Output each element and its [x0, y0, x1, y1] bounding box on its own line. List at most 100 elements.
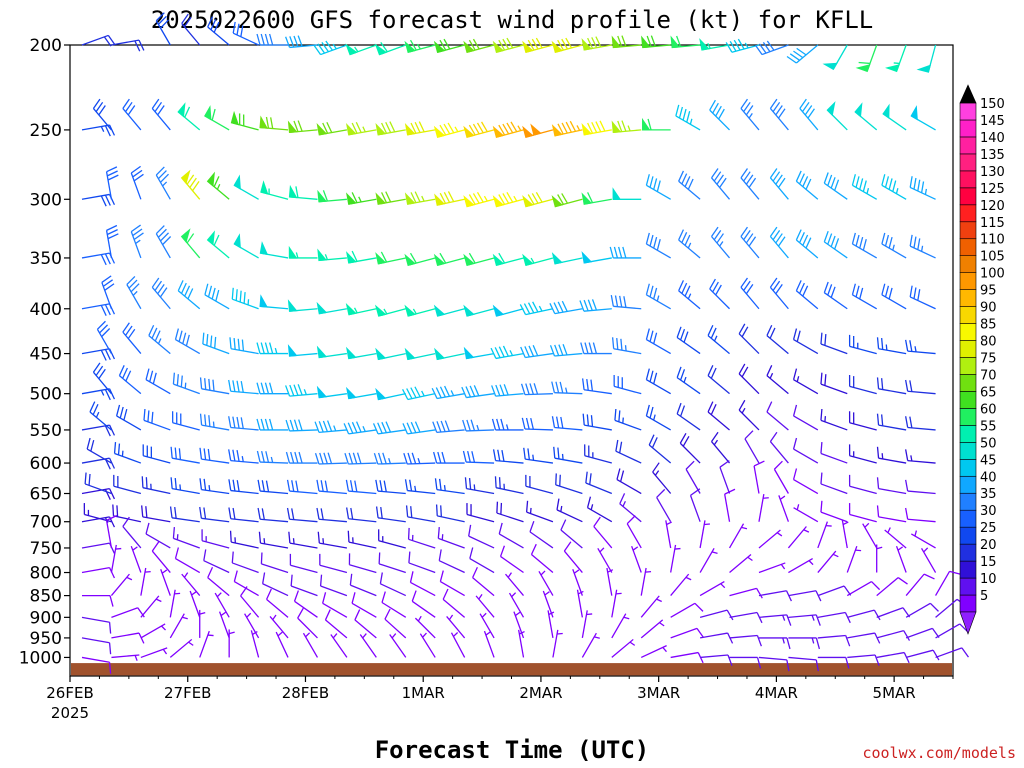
wind-barb — [404, 304, 436, 317]
wind-barb — [472, 566, 495, 597]
wind-barb — [670, 602, 704, 618]
wind-barb — [766, 365, 789, 395]
wind-barb — [788, 637, 821, 650]
wind-barb — [229, 530, 259, 549]
wind-barb — [346, 250, 377, 264]
wind-barb — [288, 531, 318, 549]
wind-barb — [787, 526, 810, 549]
wind-barb — [549, 344, 583, 357]
wind-barb — [581, 610, 593, 639]
colorbar-swatch — [959, 543, 977, 562]
wind-barb — [689, 488, 701, 522]
y-tick-label: 950 — [30, 629, 62, 649]
wind-barb — [169, 506, 200, 523]
wind-barb — [199, 609, 206, 638]
wind-barb — [909, 285, 936, 310]
wind-barb — [463, 38, 495, 54]
wind-barb — [140, 567, 151, 596]
wind-barb — [522, 253, 554, 266]
x-tick-label: 5MAR — [873, 684, 916, 702]
wind-barb — [319, 553, 348, 574]
wind-barb — [905, 649, 940, 661]
wind-barb — [799, 98, 819, 131]
wind-barb — [611, 638, 636, 658]
wind-barb — [792, 468, 819, 495]
colorbar-label: 125 — [980, 182, 1005, 197]
wind-barb — [346, 346, 377, 360]
wind-barb — [316, 479, 347, 495]
wind-barb — [375, 479, 406, 495]
wind-barb — [556, 498, 583, 523]
wind-barb — [148, 324, 171, 355]
wind-barb — [640, 645, 667, 659]
wind-barb — [642, 117, 671, 131]
wind-barb — [613, 375, 642, 395]
wind-barb — [711, 226, 731, 259]
wind-barb — [490, 345, 524, 360]
wind-barb — [676, 366, 701, 395]
wind-barb — [170, 446, 200, 464]
wind-barb — [909, 176, 936, 200]
wind-barb — [402, 421, 436, 435]
wind-barb — [140, 595, 162, 618]
wind-barb — [160, 569, 171, 596]
wind-barb — [228, 629, 235, 658]
wind-barb — [711, 431, 731, 464]
wind-barb — [678, 280, 701, 310]
wind-barb — [699, 520, 710, 549]
wind-barb — [792, 328, 819, 355]
wind-barb — [614, 408, 642, 431]
wind-barb — [551, 120, 583, 137]
wind-barb — [876, 630, 911, 641]
wind-barb — [652, 462, 672, 494]
wind-barb — [795, 170, 819, 200]
wind-barb — [885, 44, 907, 73]
wind-barb — [258, 531, 289, 549]
colorbar-label: 110 — [980, 233, 1005, 248]
wind-barb — [522, 123, 554, 138]
colorbar-swatch — [959, 374, 977, 392]
wind-barb — [876, 544, 883, 573]
wind-barb — [288, 184, 318, 200]
wind-barb — [846, 545, 862, 573]
wind-barb — [586, 496, 613, 523]
wind-barb — [711, 168, 731, 200]
wind-barb — [611, 337, 642, 355]
wind-barb — [199, 506, 230, 523]
wind-barb — [286, 507, 318, 523]
wind-barb — [346, 386, 377, 400]
colorbar-over-arrow — [959, 84, 977, 104]
x-tick-label: 1MAR — [402, 684, 445, 702]
wind-barb — [229, 337, 259, 355]
wind-barb — [675, 104, 701, 131]
wind-barb — [101, 275, 115, 309]
wind-barb — [314, 420, 347, 434]
wind-barb — [847, 609, 881, 621]
wind-barb — [464, 477, 495, 495]
wind-barb — [92, 362, 112, 395]
wind-barb — [555, 473, 583, 495]
wind-barb — [105, 224, 119, 259]
wind-barb — [462, 419, 495, 432]
wind-barb — [171, 411, 200, 431]
wind-barb — [378, 552, 406, 574]
wind-barb — [496, 501, 524, 523]
wind-barb — [404, 121, 436, 136]
x-tick-label: 4MAR — [755, 684, 798, 702]
wind-barb — [483, 630, 495, 658]
y-tick-label: 700 — [30, 513, 62, 533]
wind-barb — [670, 544, 681, 573]
wind-barb — [935, 647, 969, 659]
wind-barb — [552, 629, 563, 658]
chart-title: 2025022600 GFS forecast wind profile (kt… — [151, 6, 873, 34]
wind-barb — [905, 339, 936, 355]
wind-barb — [788, 557, 814, 574]
wind-barb — [199, 447, 230, 464]
colorbar-swatch — [959, 289, 977, 307]
wind-barb — [230, 110, 259, 131]
wind-barb — [729, 656, 762, 669]
wind-barb — [820, 332, 848, 355]
colorbar-swatch — [959, 119, 977, 138]
wind-barb — [442, 588, 466, 618]
